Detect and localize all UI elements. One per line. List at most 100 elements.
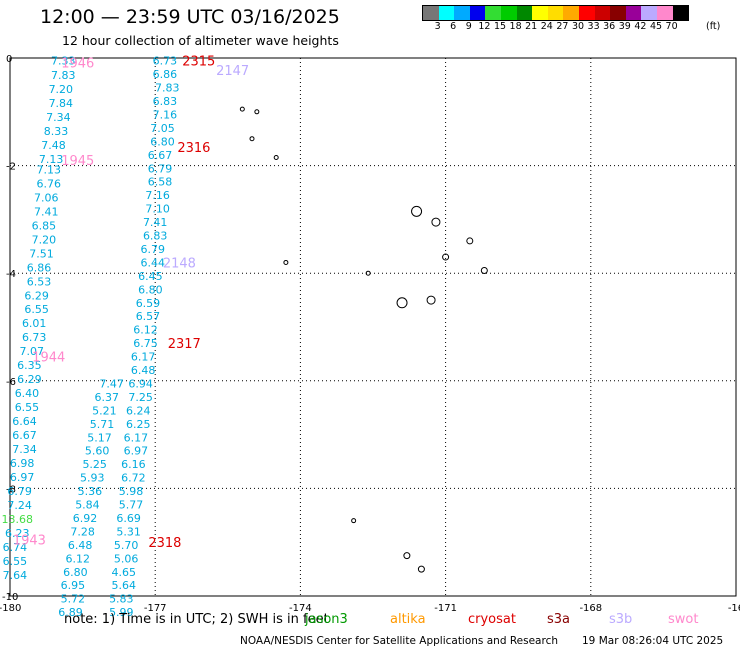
credit-text: NOAA/NESDIS Center for Satellite Applica… bbox=[240, 635, 558, 647]
colorbar-tick-label: 12 bbox=[478, 21, 491, 32]
colorbar-swatch bbox=[500, 6, 517, 20]
wave-height-value: 6.97 bbox=[10, 471, 35, 484]
wave-height-value: 6.29 bbox=[17, 373, 42, 386]
pass-time-label: 2147 bbox=[216, 64, 249, 79]
wave-height-value: 5.06 bbox=[114, 552, 139, 565]
map-title: 12:00 — 23:59 UTC 03/16/2025 bbox=[40, 6, 340, 28]
colorbar-swatch bbox=[454, 6, 470, 20]
map-subtitle: 12 hour collection of altimeter wave hei… bbox=[62, 33, 339, 48]
wave-height-value: 6.55 bbox=[15, 401, 40, 414]
y-tick-label: 0 bbox=[6, 54, 12, 65]
wave-height-value: 6.75 bbox=[133, 337, 158, 350]
wave-height-value: 6.79 bbox=[7, 485, 32, 498]
colorbar-swatch bbox=[469, 6, 486, 20]
wave-height-value: 6.25 bbox=[126, 418, 151, 431]
wave-height-value: 6.67 bbox=[12, 429, 37, 442]
wave-height-value: 6.24 bbox=[126, 404, 151, 417]
wave-height-value: 5.64 bbox=[111, 579, 136, 592]
colorbar-swatch bbox=[547, 6, 564, 20]
y-tick-label: -6 bbox=[6, 377, 16, 388]
wave-height-value: 6.80 bbox=[63, 566, 88, 579]
wave-height-value: 6.98 bbox=[10, 457, 35, 470]
wave-height-value: 7.16 bbox=[145, 189, 170, 202]
wave-height-value: 5.21 bbox=[92, 404, 117, 417]
wave-height-value: 7.64 bbox=[3, 569, 28, 582]
pass-time-label: 2316 bbox=[177, 141, 210, 156]
island-outline bbox=[273, 155, 279, 161]
wave-height-value: 7.41 bbox=[143, 216, 168, 229]
wave-height-value: 5.31 bbox=[116, 525, 141, 538]
wave-height-value: 6.73 bbox=[153, 55, 178, 68]
colorbar-tick-label: 21 bbox=[525, 21, 538, 32]
wave-height-value: 5.83 bbox=[109, 593, 134, 606]
wave-height-value: 6.92 bbox=[73, 512, 98, 525]
satellite-legend-item: altika bbox=[390, 612, 426, 627]
generated-timestamp: 19 Mar 08:26:04 UTC 2025 bbox=[582, 635, 724, 647]
wave-height-value: 6.85 bbox=[32, 219, 57, 232]
island-outline bbox=[417, 565, 425, 573]
colorbar-swatch bbox=[563, 6, 579, 20]
wave-height-value: 6.53 bbox=[27, 275, 52, 288]
colorbar-tick-label: 9 bbox=[465, 21, 472, 32]
wave-height-value: 6.79 bbox=[148, 162, 173, 175]
wave-height-value: 6.86 bbox=[27, 261, 52, 274]
island-outline bbox=[239, 106, 245, 112]
colorbar-swatch bbox=[641, 6, 657, 20]
wave-height-value: 7.83 bbox=[51, 69, 76, 82]
island-outline bbox=[411, 205, 423, 217]
wave-height-value: 7.34 bbox=[46, 111, 71, 124]
x-tick-label: -177 bbox=[144, 603, 167, 614]
island-outline bbox=[431, 217, 441, 227]
wave-height-value: 6.37 bbox=[95, 391, 120, 404]
wave-height-value: 7.13 bbox=[36, 163, 61, 176]
colorbar-swatch bbox=[578, 6, 595, 20]
wave-height-value: 6.76 bbox=[36, 177, 61, 190]
colorbar-tick-label: 15 bbox=[493, 21, 507, 32]
pass-time-label: 2148 bbox=[163, 256, 196, 271]
wave-height-value: 5.70 bbox=[114, 539, 139, 552]
wave-height-value: 5.84 bbox=[75, 499, 100, 512]
wave-height-value: 6.80 bbox=[138, 283, 163, 296]
wave-height-colorbar bbox=[422, 5, 690, 21]
wave-height-value: 7.48 bbox=[41, 139, 66, 152]
wave-height-value: 6.55 bbox=[3, 555, 28, 568]
island-outline bbox=[442, 253, 450, 261]
colorbar-tick-label: 42 bbox=[634, 21, 647, 32]
wave-height-value: 5.36 bbox=[78, 485, 103, 498]
wave-height-value: 6.44 bbox=[141, 256, 166, 269]
colorbar-tick-label: 24 bbox=[540, 21, 553, 32]
wave-height-value: 5.98 bbox=[119, 485, 144, 498]
colorbar-swatch bbox=[438, 6, 455, 20]
island-outline bbox=[466, 237, 474, 245]
x-tick-label: -168 bbox=[579, 603, 602, 614]
wave-height-value: 8.33 bbox=[44, 125, 69, 138]
footnote-note: note: 1) Time is in UTC; 2) SWH is in fe… bbox=[64, 612, 329, 627]
wave-height-value: 5.77 bbox=[119, 499, 144, 512]
y-tick-label: -4 bbox=[6, 269, 16, 280]
wave-height-value: 7.25 bbox=[128, 391, 153, 404]
colorbar-swatch bbox=[516, 6, 533, 20]
wave-height-value: 7.41 bbox=[34, 205, 59, 218]
wave-height-value: 5.60 bbox=[85, 445, 110, 458]
wave-height-value: 6.59 bbox=[136, 297, 161, 310]
wave-height-value: 6.64 bbox=[12, 415, 37, 428]
island-outline bbox=[351, 518, 357, 524]
colorbar-swatch bbox=[656, 6, 673, 20]
y-tick-label: -10 bbox=[2, 592, 18, 603]
pass-time-label: 2315 bbox=[182, 55, 215, 70]
pass-time-label: 1943 bbox=[13, 534, 46, 549]
colorbar-tick-label: 18 bbox=[509, 21, 522, 32]
pass-time-label: 1944 bbox=[32, 351, 65, 366]
wave-height-value: 6.48 bbox=[131, 364, 156, 377]
wave-height-value: 7.05 bbox=[150, 122, 175, 135]
island-outline bbox=[396, 297, 408, 309]
wave-height-value: 5.17 bbox=[87, 431, 112, 444]
wave-height-value: 6.97 bbox=[124, 445, 149, 458]
wave-height-value: 5.25 bbox=[82, 458, 107, 471]
wave-height-value: 6.35 bbox=[17, 359, 42, 372]
satellite-legend-item: s3b bbox=[609, 612, 633, 627]
wave-height-value: 7.24 bbox=[7, 499, 32, 512]
wave-height-value: 6.12 bbox=[66, 552, 91, 565]
wave-height-value: 7.07 bbox=[20, 345, 45, 358]
island-outline bbox=[365, 270, 371, 276]
